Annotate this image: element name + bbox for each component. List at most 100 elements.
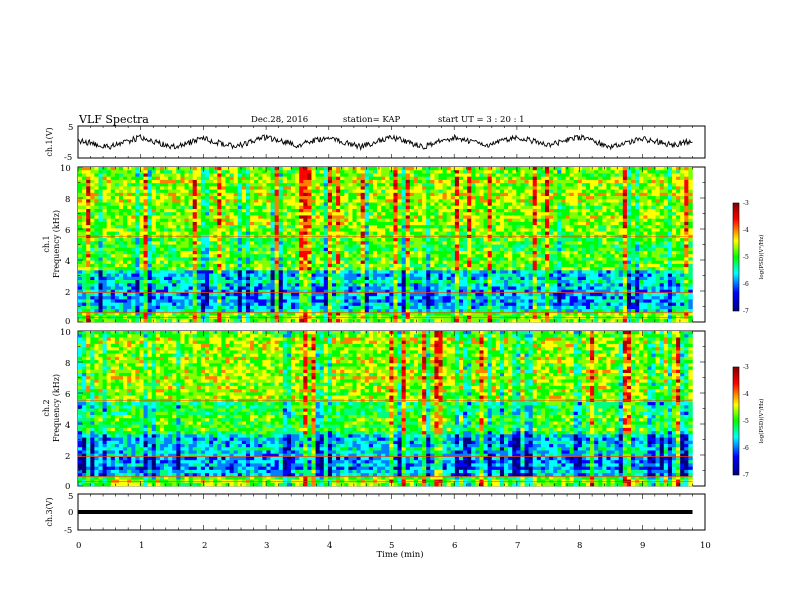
- spectrogram-cell: [118, 192, 124, 197]
- spectrogram-cell: [504, 212, 509, 216]
- spectrogram-cell: [217, 225, 222, 229]
- spectrogram-cell: [319, 176, 325, 181]
- spectrogram-cell: [536, 260, 542, 265]
- spectrogram-cell: [680, 254, 685, 258]
- spectrogram-cell: [196, 270, 202, 274]
- spectrogram-cell: [151, 254, 157, 258]
- spectrogram-cell: [651, 231, 656, 236]
- spectrogram-cell: [266, 250, 271, 255]
- spectrogram-cell: [196, 186, 202, 190]
- spectrogram-cell: [479, 263, 484, 268]
- spectrogram-cell: [684, 228, 689, 232]
- spectrogram-cell: [565, 238, 570, 242]
- spectrogram-cell: [237, 244, 243, 249]
- spectrogram-cell: [151, 228, 157, 232]
- spectrogram-cell: [622, 247, 628, 252]
- spectrogram-cell: [319, 260, 325, 265]
- spectrogram-cell: [544, 212, 550, 216]
- spectrogram-cell: [557, 167, 562, 171]
- spectrogram-cell: [508, 196, 513, 200]
- spectrogram-cell: [471, 179, 476, 184]
- spectrogram-cell: [348, 260, 353, 265]
- spectrogram-cell: [655, 260, 660, 265]
- spectrogram-cell: [426, 186, 431, 190]
- spectrogram-cell: [413, 199, 419, 203]
- spectrogram-cell: [418, 228, 423, 232]
- spectrogram-cell: [123, 260, 128, 265]
- spectrogram-cell: [204, 241, 210, 245]
- spectrogram-cell: [585, 215, 591, 219]
- spectrogram-cell: [446, 173, 452, 177]
- spectrogram-cell: [340, 192, 345, 197]
- spectrogram-cell: [495, 241, 501, 245]
- spectrogram-cell: [164, 250, 169, 255]
- spectrogram-cell: [143, 250, 148, 255]
- spectrogram-cell: [553, 215, 558, 219]
- spectrogram-cell: [606, 241, 611, 245]
- spectrogram-cell: [250, 192, 255, 197]
- spectrogram-cell: [430, 254, 435, 258]
- spectrogram-cell: [491, 247, 497, 252]
- spectrogram-cell: [106, 267, 112, 271]
- spectrogram-cell: [237, 270, 243, 274]
- spectrogram-cell: [295, 189, 300, 194]
- spectrogram-cell: [106, 192, 112, 197]
- spectrogram-cell: [299, 179, 304, 184]
- spectrogram-cell: [499, 241, 505, 245]
- spectrogram-cell: [397, 176, 402, 181]
- spectrogram-cell: [377, 241, 382, 245]
- spectrogram-cell: [499, 208, 505, 213]
- spectrogram-cell: [393, 263, 398, 268]
- spectrogram-cell: [360, 218, 366, 223]
- spectrogram-cell: [340, 186, 345, 190]
- spectrogram-cell: [585, 208, 591, 213]
- spectrogram-cell: [418, 212, 423, 216]
- spectrogram-cell: [426, 176, 431, 181]
- spectrogram-cell: [315, 225, 320, 229]
- spectrogram-cell: [278, 167, 284, 171]
- spectrogram-cell: [86, 183, 91, 187]
- spectrogram-cell: [168, 202, 173, 207]
- spectrogram-cell: [635, 244, 640, 249]
- spectrogram-cell: [98, 225, 103, 229]
- spectrogram-cell: [585, 170, 591, 174]
- spectrogram-cell: [172, 254, 177, 258]
- spectrogram-cell: [78, 218, 83, 223]
- spectrogram-cell: [446, 205, 452, 210]
- spectrogram-cell: [106, 176, 112, 181]
- spectrogram-cell: [209, 189, 214, 194]
- spectrogram-cell: [331, 189, 337, 194]
- spectrogram-cell: [184, 215, 189, 219]
- spectrogram-cell: [155, 202, 161, 207]
- spectrogram-cell: [422, 257, 427, 261]
- spectrogram-cell: [364, 196, 370, 200]
- spectrogram-cell: [405, 238, 411, 242]
- spectrogram-cell: [495, 202, 501, 207]
- spectrogram-cell: [430, 260, 435, 265]
- spectrogram-cell: [307, 257, 312, 261]
- spectrogram-cell: [225, 225, 230, 229]
- spectrogram-cell: [635, 173, 640, 177]
- spectrogram-cell: [356, 189, 361, 194]
- spectrogram-cell: [286, 247, 292, 252]
- spectrogram-cell: [258, 167, 263, 171]
- spectrogram-cell: [241, 218, 247, 223]
- spectrogram-cell: [86, 167, 91, 171]
- spectrogram-cell: [622, 212, 628, 216]
- spectrogram-cell: [422, 196, 427, 200]
- spectrogram-cell: [667, 196, 673, 200]
- spectrogram-cell: [659, 202, 665, 207]
- spectrogram-cell: [409, 196, 415, 200]
- spectrogram-cell: [213, 192, 218, 197]
- spectrogram-cell: [266, 173, 271, 177]
- spectrogram-cell: [491, 176, 497, 181]
- spectrogram-cell: [643, 225, 648, 229]
- spectrogram-cell: [401, 270, 407, 274]
- spectrogram-cell: [270, 244, 275, 249]
- spectrogram-cell: [401, 260, 407, 265]
- spectrogram-cell: [495, 176, 501, 181]
- spectrogram-cell: [270, 205, 275, 210]
- spectrogram-cell: [602, 231, 607, 236]
- spectrogram-cell: [647, 176, 652, 181]
- spectrogram-cell: [491, 208, 497, 213]
